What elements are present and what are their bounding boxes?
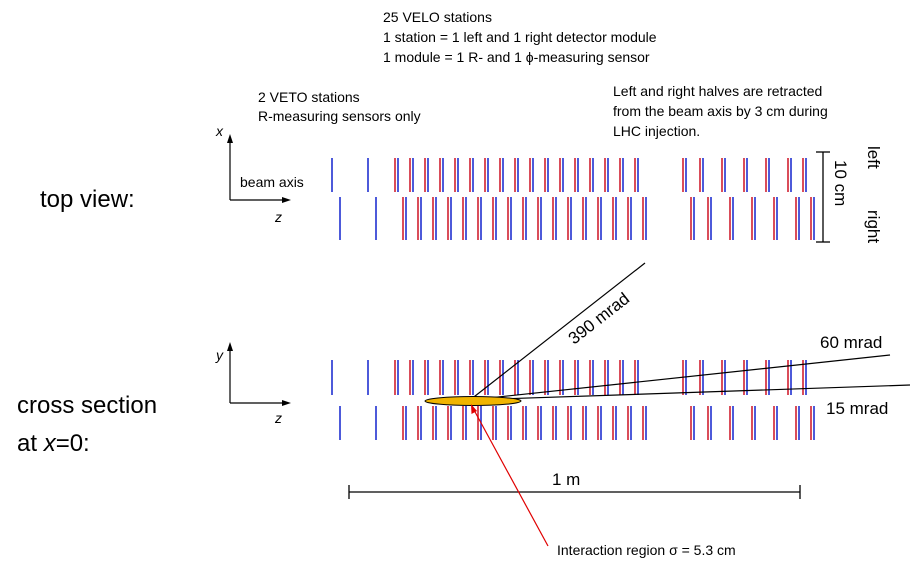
interaction-region-ellipse <box>424 396 522 406</box>
header-line-2: 1 station = 1 left and 1 right detector … <box>383 29 657 45</box>
retract-note-line-3: LHC injection. <box>613 123 700 139</box>
interaction-region-label: Interaction region σ = 5.3 cm <box>557 542 736 558</box>
veto-note-line-1: 2 VETO stations <box>258 89 360 105</box>
angle-60-label: 60 mrad <box>820 333 882 352</box>
cross-section-y-axis-label: y <box>215 347 224 363</box>
acceptance-lines <box>469 262 911 401</box>
retract-note-line-2: from the beam axis by 3 cm during <box>613 103 828 119</box>
meter-scale-bar <box>348 485 801 499</box>
header-line-3: 1 module = 1 R- and 1 ϕ-measuring sensor <box>383 49 650 65</box>
top-view-scale-label: 10 cm <box>831 160 850 206</box>
left-half-label: left <box>864 146 883 169</box>
acceptance-line-60 <box>469 354 891 401</box>
top-view-scale-bar <box>816 151 830 243</box>
retract-note-line-1: Left and right halves are retracted <box>613 83 822 99</box>
top-view-label: top view: <box>40 186 135 213</box>
angle-15-label: 15 mrad <box>826 399 888 418</box>
veto-note-line-2: R-measuring sensors only <box>258 108 421 124</box>
cross-section-axes <box>227 342 291 406</box>
interaction-pointer-arrow <box>471 404 549 547</box>
cross-section-label-line-2: at x=0: <box>17 430 90 457</box>
cross-section-label-suffix: =0: <box>56 430 90 457</box>
header-line-1: 25 VELO stations <box>383 9 492 25</box>
cross-section-label-var: x <box>43 430 57 457</box>
cross-section-label-prefix: at <box>17 430 44 457</box>
right-half-label: right <box>864 210 883 243</box>
cross-section-label-line-1: cross section <box>17 392 157 419</box>
beam-axis-label: beam axis <box>240 174 304 190</box>
top-view-sensors <box>331 158 815 240</box>
top-view-axes <box>227 134 291 203</box>
meter-scale-label: 1 m <box>552 470 580 489</box>
top-view-z-axis-label: z <box>274 209 282 225</box>
cross-section-z-axis-label: z <box>274 410 282 426</box>
top-view-x-axis-label: x <box>215 123 224 139</box>
acceptance-line-390 <box>469 262 646 401</box>
angle-390-label: 390 mrad <box>565 289 633 348</box>
acceptance-line-15 <box>469 384 911 401</box>
cross-section-sensors <box>331 360 815 440</box>
